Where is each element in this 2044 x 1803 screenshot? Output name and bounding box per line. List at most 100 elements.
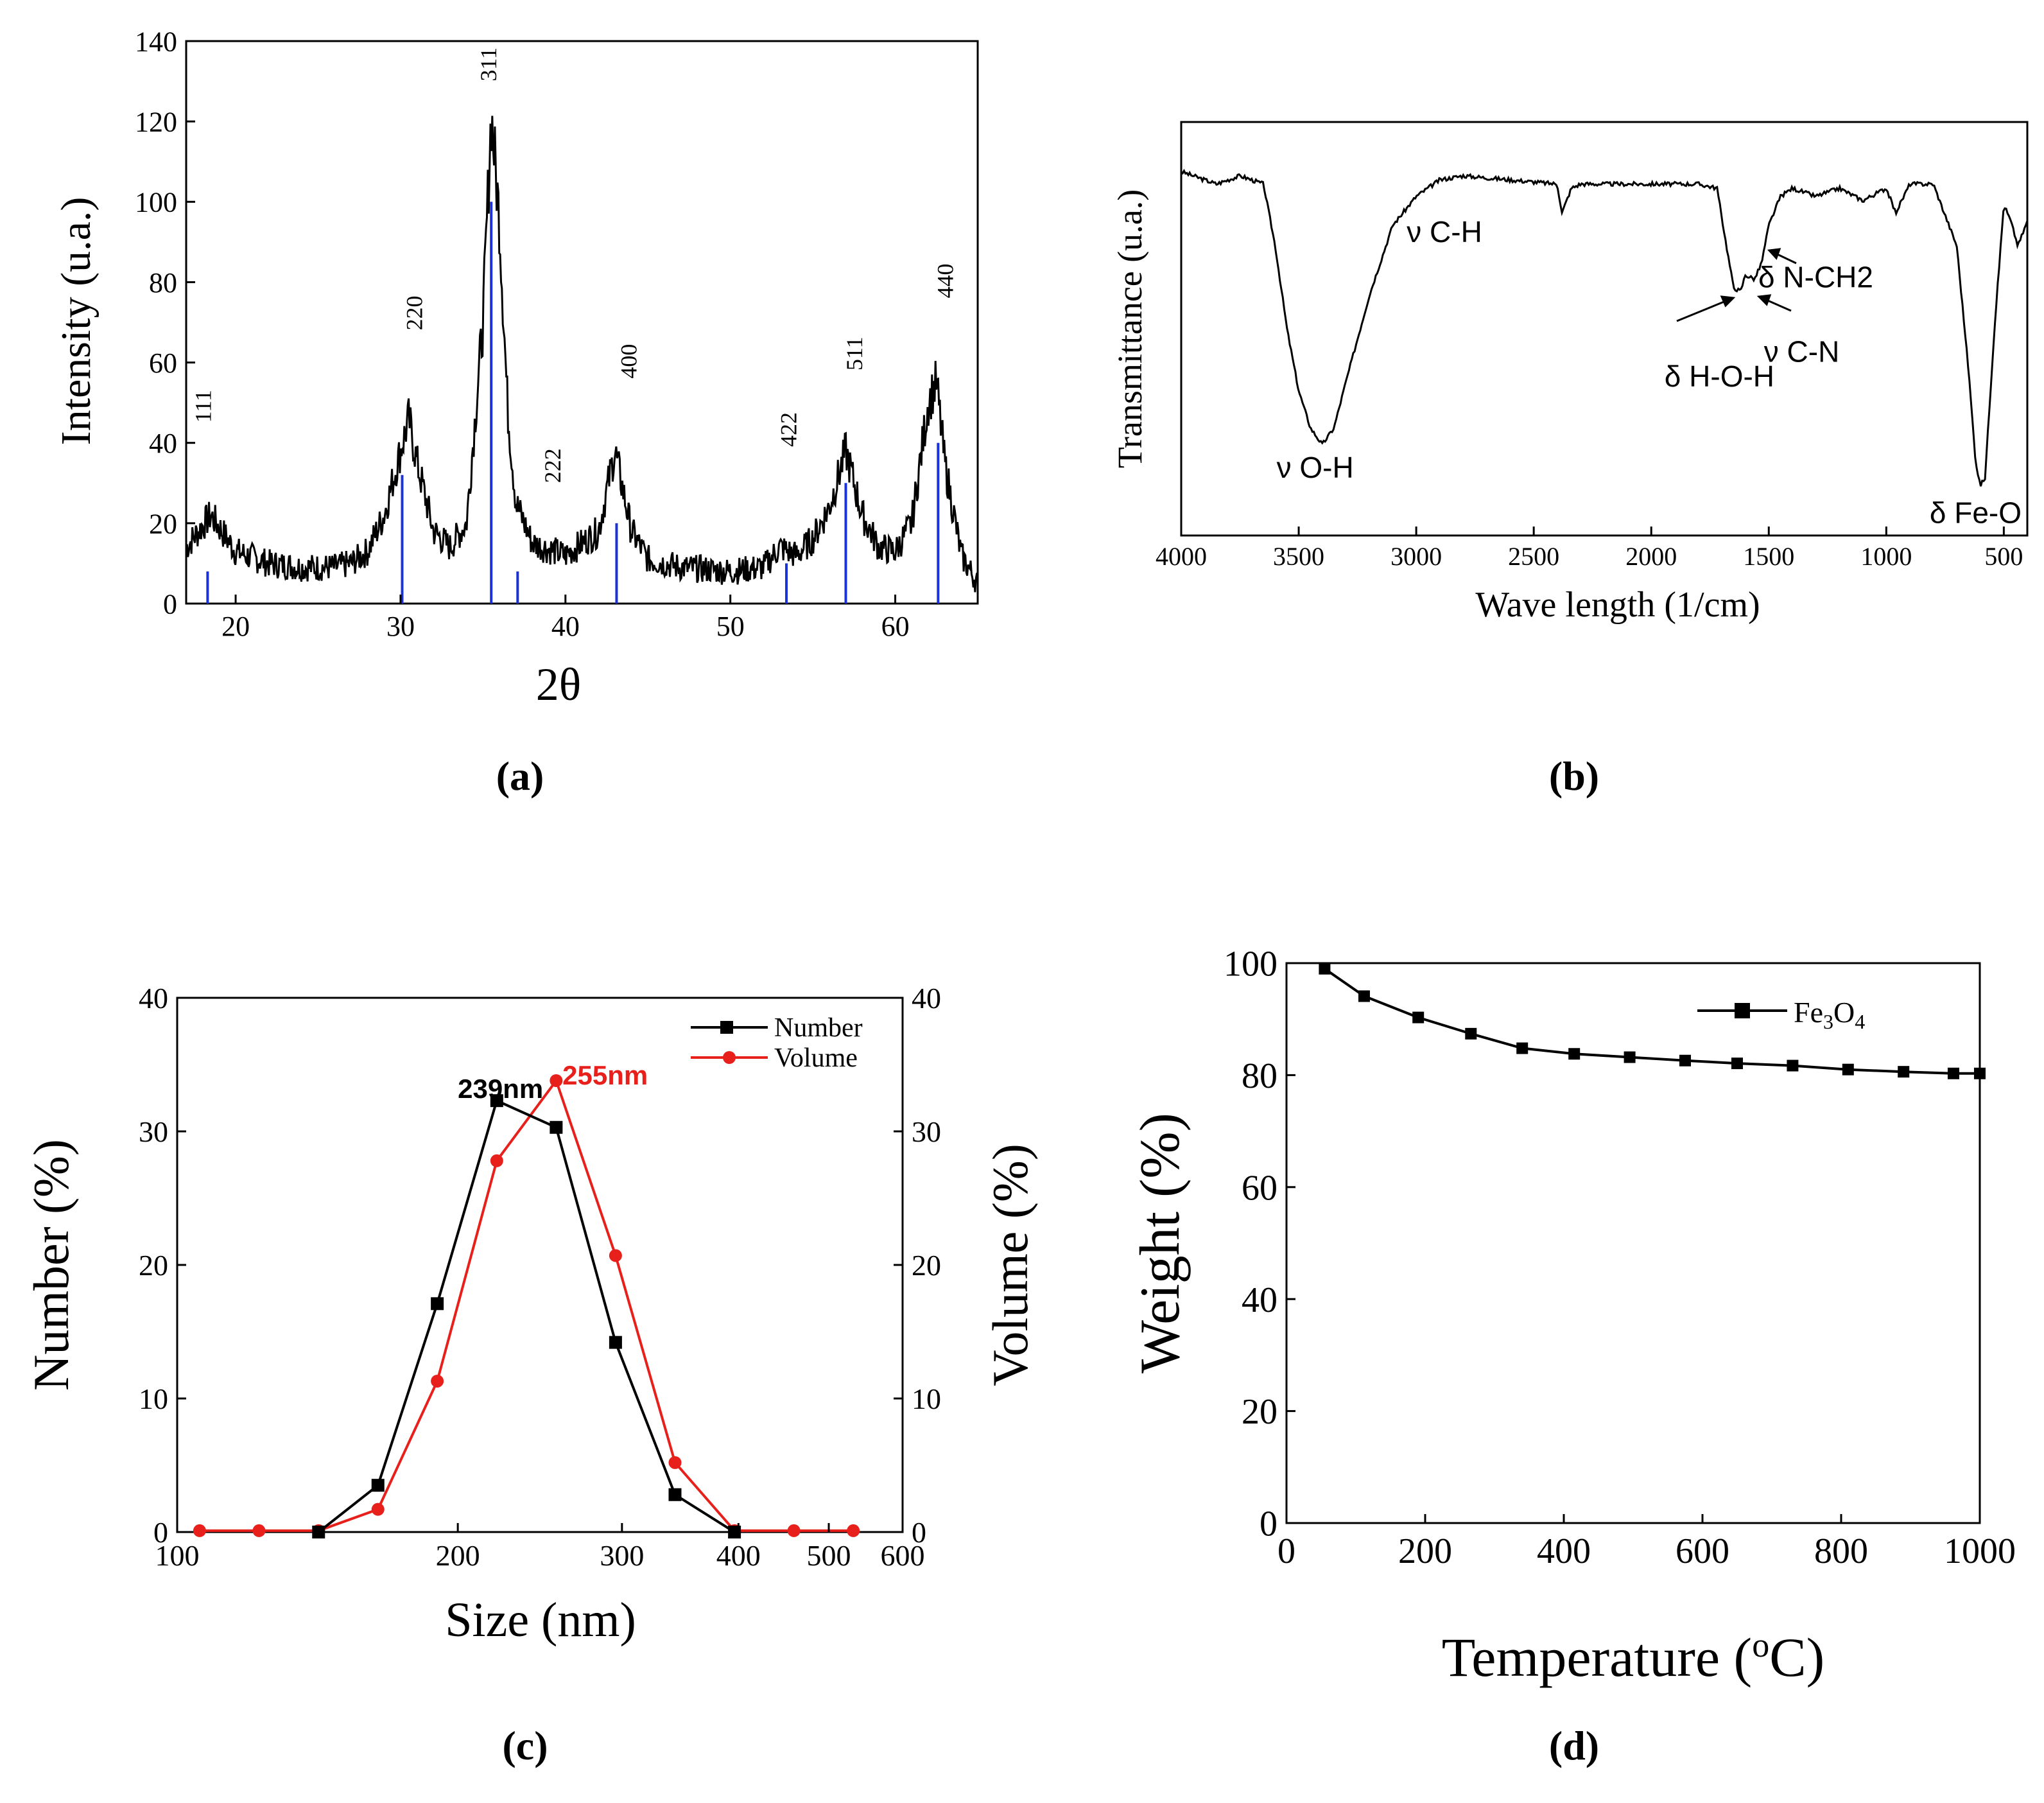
panel-a-annotations: 111 220 311 222 400 422 511 440 <box>191 48 958 483</box>
x-axis-label: Wave length (1/cm) <box>1475 585 1760 625</box>
peak-label: 422 <box>775 412 801 447</box>
y-tick-label: 0 <box>1260 1504 1278 1544</box>
y-tick-label-right: 0 <box>912 1516 926 1549</box>
point-number <box>431 1297 444 1311</box>
point-volume <box>609 1249 622 1262</box>
peak-label: 111 <box>191 390 216 422</box>
x-tick-label: 50 <box>716 611 745 642</box>
peak-label: 440 <box>932 263 958 298</box>
x-tick-label: 1000 <box>1944 1531 2016 1571</box>
x-axis-label: Size (nm) <box>445 1593 636 1647</box>
y-tick-label-right: 40 <box>912 982 941 1015</box>
y-tick-label: 0 <box>163 588 177 620</box>
y-tick-label: 20 <box>149 508 177 539</box>
band-label: ν C-N <box>1764 335 1840 369</box>
panel-a-marks <box>185 116 979 604</box>
y-axis-label: Intensity (u.a.) <box>53 197 100 446</box>
point-fe3o4 <box>1974 1067 1986 1079</box>
point-fe3o4 <box>1319 962 1331 975</box>
y-axis-label-right: Volume (%) <box>982 1144 1038 1386</box>
y-tick-label: 60 <box>1242 1168 1278 1208</box>
x-tick-label: 2000 <box>1625 542 1677 571</box>
point-fe3o4 <box>1568 1048 1581 1060</box>
x-tick-label: 600 <box>1676 1531 1729 1571</box>
peak-size-label: 255nm <box>562 1060 648 1090</box>
point-volume <box>431 1374 444 1388</box>
point-number <box>371 1479 385 1492</box>
point-volume <box>193 1524 206 1537</box>
y-tick-label-right: 10 <box>912 1382 941 1415</box>
band-label: ν O-H <box>1277 451 1354 484</box>
point-volume <box>847 1524 860 1537</box>
x-tick-label: 20 <box>221 611 250 642</box>
y-tick-label: 100 <box>135 187 177 218</box>
band-label: δ H-O-H <box>1665 360 1774 393</box>
point-fe3o4 <box>1516 1042 1529 1054</box>
point-fe3o4 <box>1624 1051 1636 1063</box>
point-fe3o4 <box>1412 1011 1425 1023</box>
band-label: δ N-CH2 <box>1758 261 1873 294</box>
x-tick-label: 4000 <box>1156 542 1207 571</box>
point-number <box>550 1120 563 1134</box>
point-number <box>490 1094 503 1108</box>
band-label: δ Fe-O <box>1930 496 2022 530</box>
point-fe3o4 <box>1679 1054 1691 1067</box>
x-tick-label: 1000 <box>1860 542 1912 571</box>
y-tick-label: 10 <box>139 1382 168 1415</box>
point-fe3o4 <box>1898 1066 1910 1078</box>
x-tick-label: 800 <box>1814 1531 1868 1571</box>
peak-label: 220 <box>401 296 427 331</box>
point-fe3o4 <box>1842 1063 1854 1076</box>
point-number <box>609 1336 622 1349</box>
series-ftir <box>1181 168 2029 487</box>
panel-d-tga: 0 200 400 600 800 1000 0 20 40 60 80 100 Fe3O4 Temp… <box>1129 945 2016 1768</box>
panel-b-arrows <box>1676 248 1797 322</box>
x-tick-label: 3000 <box>1390 542 1442 571</box>
y-tick-label: 120 <box>135 107 177 138</box>
legend-volume: Volume <box>774 1043 858 1073</box>
y-tick-label: 40 <box>1242 1280 1278 1320</box>
point-volume <box>252 1524 266 1537</box>
series-number <box>318 1099 736 1533</box>
plot-frame <box>185 40 979 605</box>
y-tick-label: 60 <box>149 347 177 379</box>
point-volume <box>668 1456 682 1469</box>
y-tick-label: 40 <box>139 982 168 1015</box>
point-volume <box>550 1074 563 1087</box>
point-volume <box>490 1154 503 1167</box>
legend: Fe3O4 <box>1697 996 1865 1033</box>
x-tick-label: 1500 <box>1743 542 1794 571</box>
y-tick-label: 0 <box>153 1516 168 1549</box>
y-tick-label: 20 <box>1242 1392 1278 1432</box>
peak-size-label: 239nm <box>458 1074 543 1104</box>
x-tick-label: 200 <box>1398 1531 1452 1571</box>
y-tick-label-right: 20 <box>912 1249 941 1282</box>
point-fe3o4 <box>1787 1059 1799 1072</box>
panel-a-xrd: 20 30 40 50 60 0 20 40 60 80 100 120 140 111 220 311 22… <box>53 26 979 799</box>
legend-fe3o4: Fe3O4 <box>1794 996 1865 1033</box>
point-volume <box>371 1503 385 1516</box>
x-axis-label: Temperature (oC) <box>1442 1626 1824 1688</box>
panel-c-marks <box>193 1074 860 1538</box>
x-tick-label: 60 <box>881 611 910 642</box>
point-number <box>668 1488 682 1501</box>
y-axis-label-left: Number (%) <box>23 1139 79 1391</box>
x-tick-label: 500 <box>807 1539 851 1572</box>
panel-c-annotations: 239nm 255nm <box>458 1060 648 1104</box>
x-tick-label: 40 <box>551 611 580 642</box>
x-axis-label: 2θ <box>536 659 582 710</box>
panel-b-marks <box>1181 168 2029 487</box>
legend-number: Number <box>774 1013 863 1043</box>
x-tick-label: 500 <box>1984 542 2023 571</box>
x-tick-label: 3500 <box>1273 542 1324 571</box>
x-tick-label: 2500 <box>1508 542 1559 571</box>
y-axis-label: Transmittance (u.a.) <box>1111 189 1149 468</box>
y-tick-label: 20 <box>139 1249 168 1282</box>
x-tick-label: 400 <box>716 1539 761 1572</box>
series-volume <box>200 1077 854 1532</box>
series-xrd <box>185 116 979 593</box>
panel-d-ticks: 0 200 400 600 800 1000 0 20 40 60 80 100 <box>1224 945 2016 1571</box>
panel-b-annotations: ν O-H ν C-H δ H-O-Hν C-N δ N-CH2 δ Fe-O <box>1277 215 2022 530</box>
